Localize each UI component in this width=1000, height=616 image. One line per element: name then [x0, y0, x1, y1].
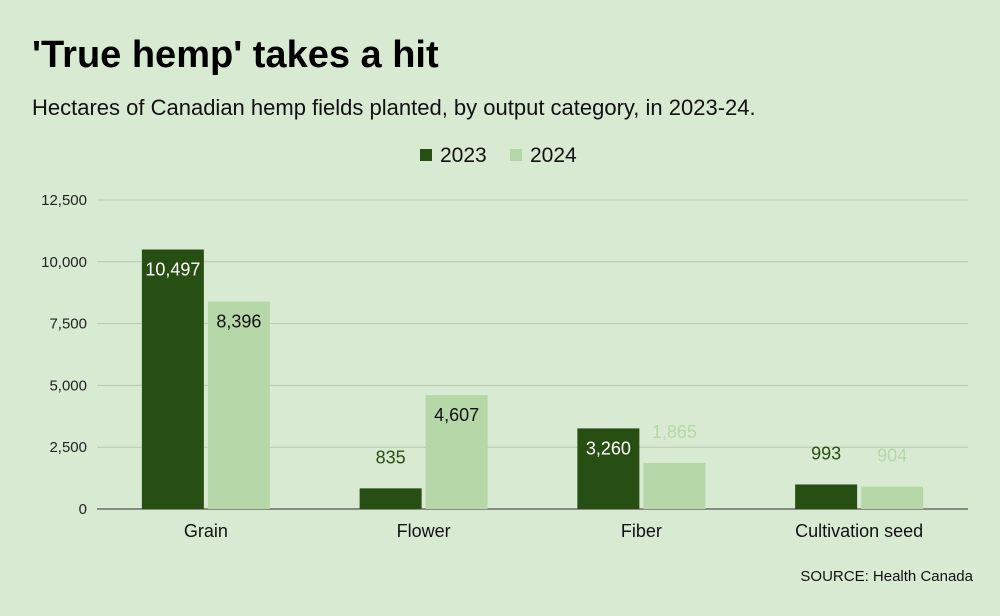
chart-title: 'True hemp' takes a hit — [32, 34, 439, 76]
x-tick-label: Fiber — [621, 521, 662, 541]
data-label: 835 — [376, 447, 406, 467]
bar-2023 — [795, 484, 858, 509]
data-label: 1,865 — [652, 422, 697, 442]
bar-2023 — [141, 249, 204, 509]
x-tick-label: Grain — [184, 521, 228, 541]
data-label: 10,497 — [145, 260, 200, 280]
legend-label: 2023 — [440, 144, 487, 167]
legend-swatch — [420, 149, 432, 161]
legend-swatch — [510, 149, 522, 161]
y-tick-label: 2,500 — [49, 439, 87, 456]
data-label: 4,607 — [434, 405, 479, 425]
bar-2023 — [577, 428, 640, 509]
x-tick-label: Flower — [397, 521, 451, 541]
data-label: 993 — [811, 443, 841, 463]
bar-2023 — [359, 488, 422, 509]
y-tick-label: 5,000 — [49, 377, 87, 394]
y-tick-label: 0 — [79, 501, 87, 518]
data-label: 904 — [877, 446, 907, 466]
bar-2024 — [425, 395, 488, 509]
source-note: SOURCE: Health Canada — [800, 568, 973, 585]
data-label: 8,396 — [216, 311, 261, 331]
y-tick-label: 10,000 — [41, 254, 87, 271]
bar-2024 — [643, 462, 706, 509]
legend-label: 2024 — [530, 144, 577, 167]
bar-2024 — [861, 486, 924, 509]
x-tick-label: Cultivation seed — [795, 521, 923, 541]
chart-subtitle: Hectares of Canadian hemp fields planted… — [32, 95, 756, 120]
data-label: 3,260 — [586, 438, 631, 458]
y-tick-label: 7,500 — [49, 316, 87, 333]
bar-2024 — [207, 301, 270, 509]
y-tick-label: 12,500 — [41, 192, 87, 209]
